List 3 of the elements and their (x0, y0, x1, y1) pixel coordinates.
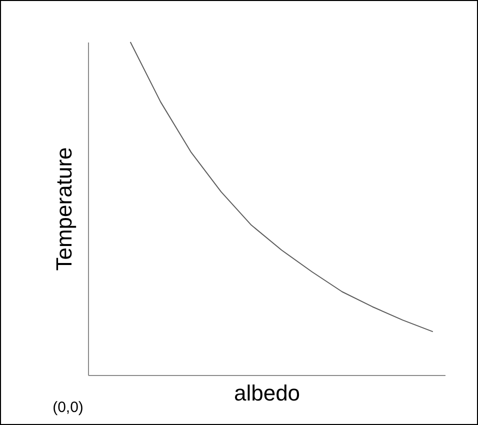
y-axis-title: Temperature (52, 147, 76, 271)
text: (0,0) (52, 399, 84, 416)
x-axis-title: albedo (234, 380, 300, 406)
